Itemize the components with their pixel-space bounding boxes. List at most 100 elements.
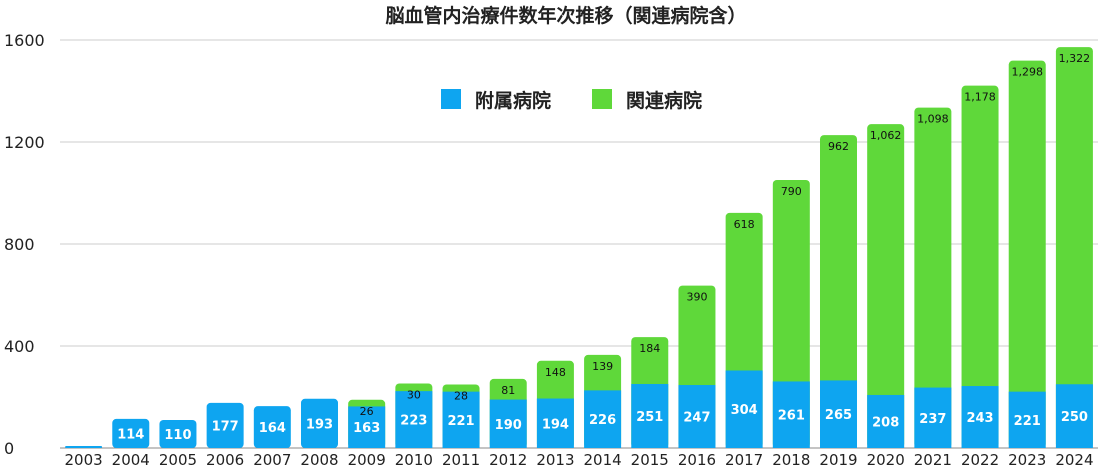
x-tick-label: 2020 [867, 451, 905, 466]
x-tick-label: 2014 [583, 451, 621, 466]
bar-fuzoku [112, 418, 150, 448]
y-tick-label: 1600 [4, 31, 45, 50]
x-tick-label: 2008 [300, 451, 338, 466]
x-tick-label: 2023 [1008, 451, 1046, 466]
bar-fuzoku [772, 381, 810, 448]
data-label-kanren: 184 [639, 342, 660, 355]
bar-fuzoku [1008, 391, 1046, 448]
bar-kanren [820, 135, 857, 449]
x-tick-label: 2021 [914, 451, 952, 466]
legend-label-kanren: 関連病院 [626, 89, 702, 112]
x-tick-label: 2013 [536, 451, 574, 466]
data-label-kanren: 139 [592, 360, 613, 373]
data-label-fuzoku: 261 [778, 409, 805, 424]
x-tick-label: 2004 [112, 451, 150, 466]
y-axis: 0 400 800 1200 1600 [4, 31, 45, 458]
data-label-kanren: 1,098 [917, 113, 949, 126]
legend-label-fuzoku: 附属病院 [475, 89, 551, 112]
data-label-kanren: 26 [360, 405, 374, 418]
bar-fuzoku [820, 380, 857, 448]
chart-title: 脳血管内治療件数年次推移（関連病院含） [384, 4, 746, 27]
bar-fuzoku [301, 398, 338, 448]
data-label-kanren: 28 [454, 390, 468, 403]
x-tick-label: 2012 [489, 451, 527, 466]
data-label-fuzoku: 190 [495, 418, 522, 433]
bar-fuzoku [348, 406, 386, 448]
bar-kanren [772, 179, 810, 448]
x-tick-label: 2011 [442, 451, 480, 466]
x-tick-label: 2007 [253, 451, 291, 466]
x-tick-label: 2003 [64, 451, 102, 466]
data-label-kanren: 1,062 [870, 129, 902, 142]
data-label-fuzoku: 221 [1014, 414, 1041, 429]
x-tick-label: 2024 [1055, 451, 1093, 466]
bar-fuzoku [159, 419, 197, 448]
legend-swatch-kanren [592, 89, 612, 109]
bar-fuzoku [678, 385, 716, 448]
bar-kanren [867, 124, 905, 449]
bar-fuzoku [489, 399, 527, 448]
data-label-kanren: 1,322 [1059, 52, 1091, 65]
data-label-fuzoku: 208 [872, 415, 899, 430]
data-label-kanren: 390 [686, 291, 707, 304]
data-label-kanren: 81 [501, 384, 515, 397]
data-label-fuzoku: 243 [966, 411, 993, 426]
bar-kanren [1055, 47, 1093, 448]
data-label-fuzoku: 247 [683, 411, 710, 426]
y-tick-label: 800 [4, 235, 35, 254]
x-tick-label: 2018 [772, 451, 810, 466]
bar-fuzoku [1055, 384, 1093, 448]
x-tick-label: 2019 [819, 451, 857, 466]
data-label-kanren: 962 [828, 140, 849, 153]
x-tick-label: 2009 [348, 451, 386, 466]
x-tick-label: 2010 [395, 451, 433, 466]
data-label-kanren: 1,298 [1011, 66, 1043, 79]
data-label-fuzoku: 237 [919, 412, 946, 427]
y-tick-label: 400 [4, 337, 35, 356]
bar-fuzoku [725, 370, 763, 448]
bar-fuzoku [395, 391, 433, 448]
data-label-kanren: 1,178 [964, 91, 996, 104]
data-label-fuzoku: 194 [542, 417, 569, 432]
x-axis: 2003 2004 2005 2006 2007 2008 2009 2010 2011 2012… [64, 451, 1093, 466]
data-label-fuzoku: 223 [400, 414, 427, 429]
bar-fuzoku [631, 383, 669, 448]
data-label-kanren: 30 [407, 388, 421, 401]
data-label-fuzoku: 265 [825, 408, 852, 423]
bar-kanren [914, 107, 952, 448]
x-tick-label: 2006 [206, 451, 244, 466]
x-tick-label: 2022 [961, 451, 999, 466]
bars: 114 110 177 164 193 163 26 223 30 221 28 190 81 194 14… [65, 47, 1093, 449]
data-label-fuzoku: 110 [164, 428, 191, 443]
bar-fuzoku [914, 387, 952, 448]
bar-fuzoku [536, 398, 574, 448]
bar-fuzoku [442, 391, 480, 448]
data-label-fuzoku: 250 [1061, 410, 1088, 425]
x-tick-label: 2005 [159, 451, 197, 466]
legend: 附属病院 関連病院 [441, 89, 702, 112]
x-tick-label: 2017 [725, 451, 763, 466]
legend-swatch-fuzoku [441, 89, 461, 109]
bar-kanren [1008, 60, 1046, 448]
data-label-kanren: 790 [781, 185, 802, 198]
data-label-fuzoku: 177 [212, 419, 239, 434]
data-label-fuzoku: 304 [731, 403, 758, 418]
data-label-fuzoku: 226 [589, 413, 616, 428]
data-label-kanren: 148 [545, 366, 566, 379]
data-label-fuzoku: 164 [259, 421, 286, 436]
bar-fuzoku [65, 445, 103, 448]
data-label-fuzoku: 251 [636, 410, 663, 425]
data-label-fuzoku: 114 [117, 427, 144, 442]
y-tick-label: 0 [4, 439, 14, 458]
data-label-fuzoku: 163 [353, 421, 380, 436]
data-label-fuzoku: 221 [447, 414, 474, 429]
bar-fuzoku [867, 394, 905, 448]
bar-fuzoku [206, 402, 244, 448]
bar-fuzoku [584, 390, 622, 448]
y-tick-label: 1200 [4, 133, 45, 152]
x-tick-label: 2016 [678, 451, 716, 466]
data-label-fuzoku: 193 [306, 417, 333, 432]
x-tick-label: 2015 [631, 451, 669, 466]
bar-fuzoku [961, 386, 999, 448]
